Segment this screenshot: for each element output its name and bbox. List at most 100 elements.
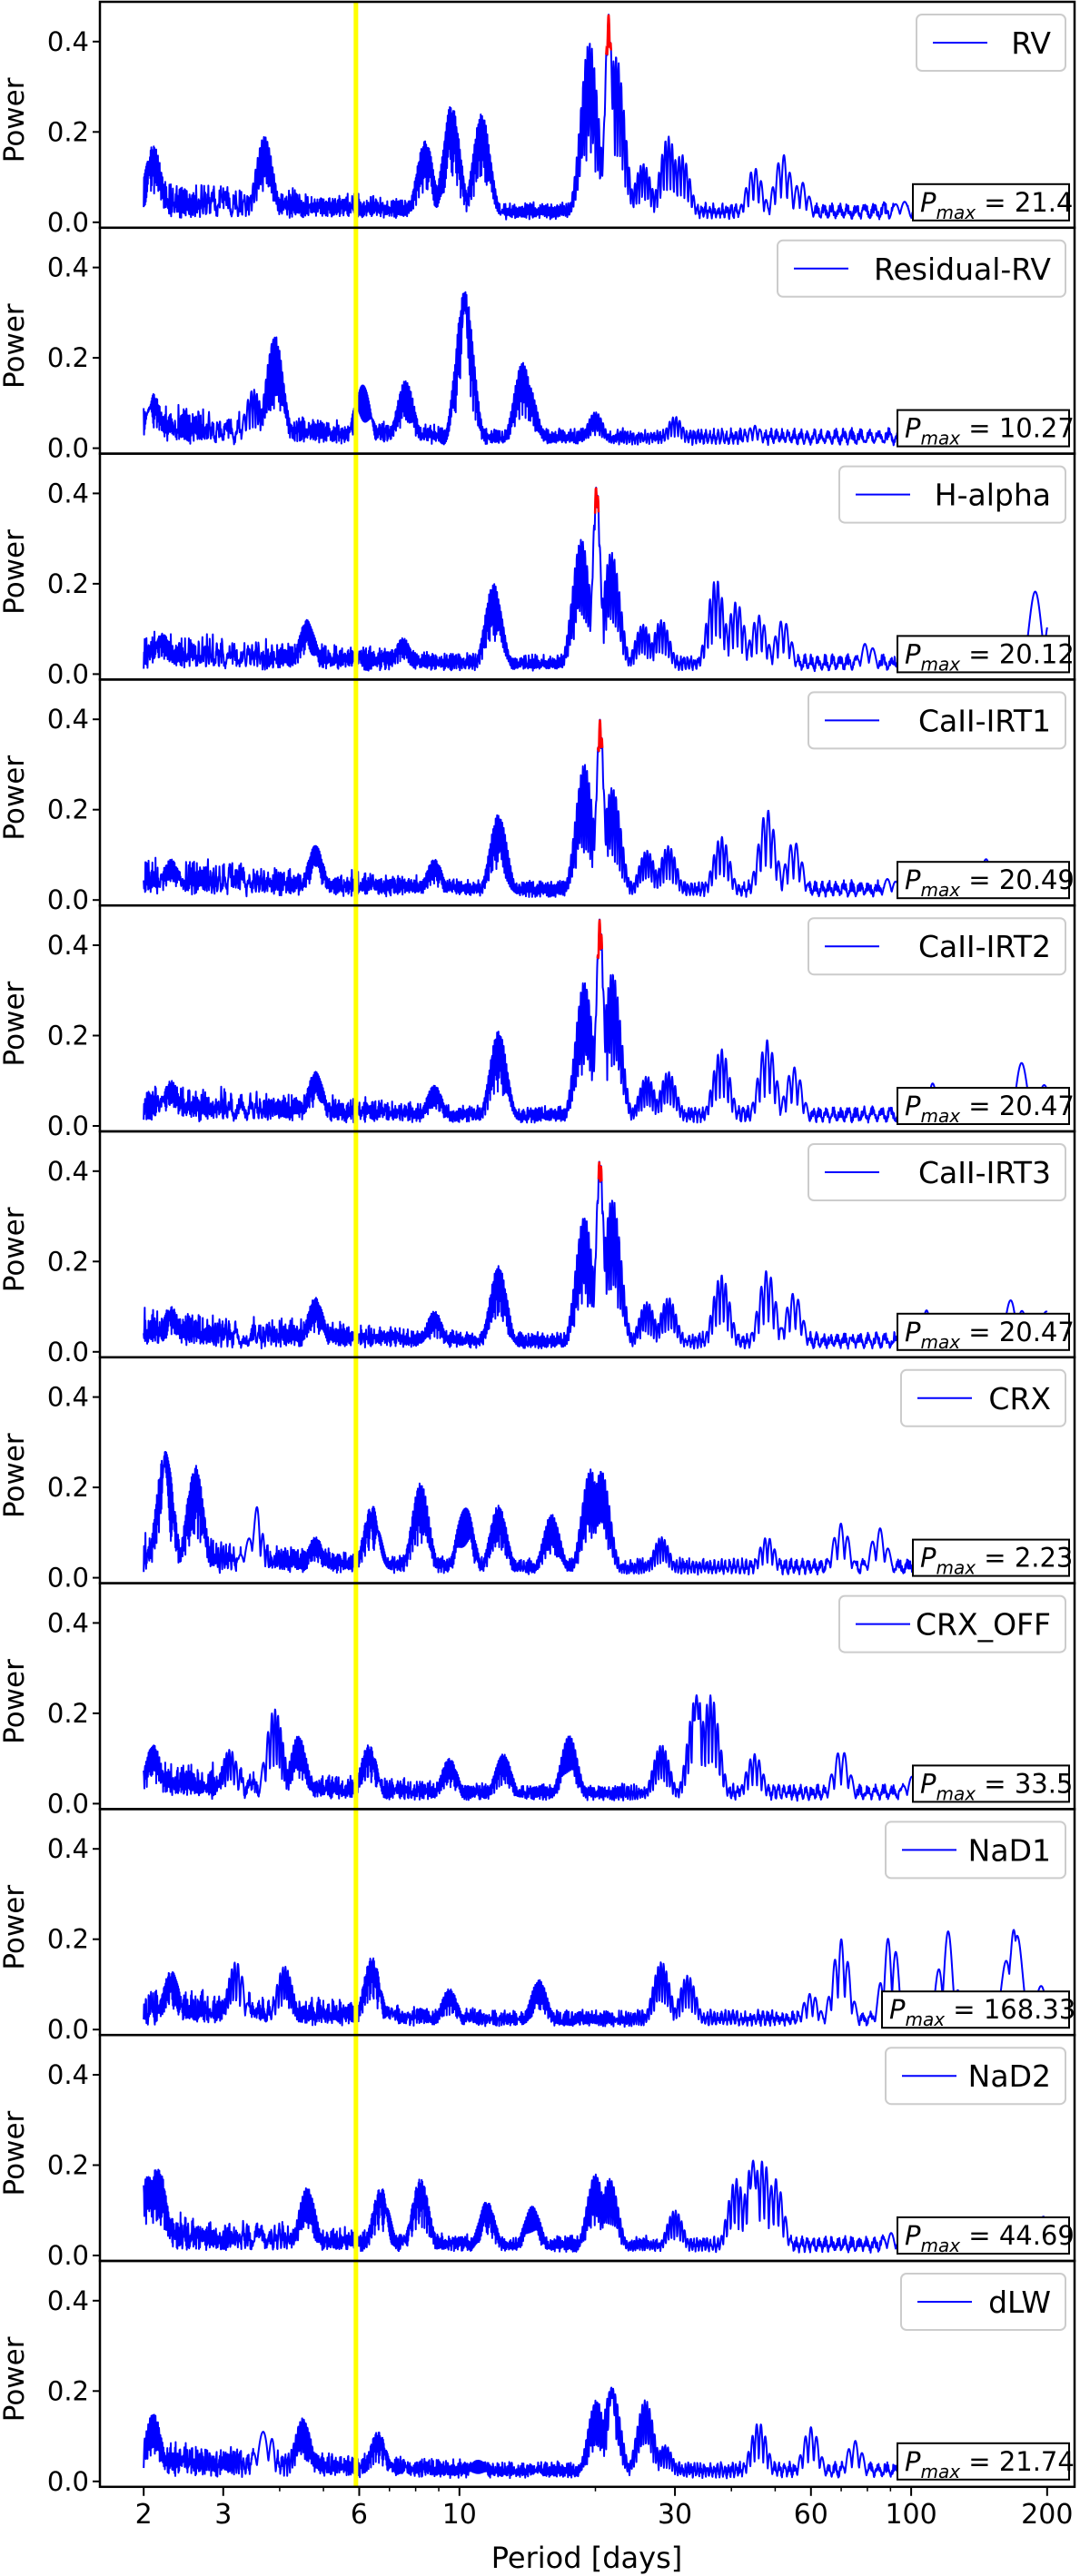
y-tick-label: 0.2: [47, 1472, 89, 1503]
pmax-box: [897, 2216, 1070, 2255]
y-tick-label: 0.4: [47, 1607, 89, 1638]
x-tick-label: 100: [885, 2499, 936, 2531]
panel-9: 0.0 0.2 0.4 Power NaD1 Pmax = 168.33: [0, 1821, 1075, 2045]
legend-box: [808, 691, 1066, 750]
y-tick-label: 0.0: [47, 1788, 89, 1819]
y-tick-label: 0.4: [47, 252, 89, 283]
pmax-box: [912, 1764, 1070, 1803]
legend-label: CaII-IRT1: [918, 703, 1051, 738]
panel-3: 0.0 0.2 0.4 Power H-alpha Pmax = 20.12: [0, 465, 1075, 689]
legend-box: [777, 239, 1066, 298]
x-axis-label: Period [days]: [491, 2541, 682, 2575]
y-tick-label: 0.4: [47, 26, 89, 57]
legend-box: [885, 2047, 1066, 2106]
y-tick-label: 0.2: [47, 2375, 89, 2406]
y-tick-label: 0.2: [47, 568, 89, 599]
max-peak-segment: [605, 15, 612, 55]
panel-5: 0.0 0.2 0.4 Power CaII-IRT2 Pmax = 20.47: [0, 917, 1075, 1141]
legend-label: CRX_OFF: [916, 1607, 1051, 1643]
y-axis-label: Power: [0, 529, 31, 615]
pmax-box: [897, 1312, 1070, 1351]
legend-label: NaD1: [968, 1832, 1051, 1868]
legend-label: CaII-IRT2: [918, 929, 1051, 964]
legend-label: H-alpha: [935, 478, 1051, 513]
y-axis-label: Power: [0, 77, 31, 163]
pmax-box: [897, 1087, 1070, 1125]
y-tick-label: 0.0: [47, 207, 89, 238]
y-tick-label: 0.0: [47, 884, 89, 915]
y-tick-label: 0.4: [47, 1833, 89, 1864]
y-axis-label: Power: [0, 2110, 31, 2196]
pmax-label: Pmax = 20.12: [905, 638, 1075, 675]
y-tick-label: 0.4: [47, 478, 89, 508]
y-tick-label: 0.4: [47, 1156, 89, 1187]
frames-layer: [98, 0, 1076, 2489]
max-peak-segment: [596, 919, 604, 959]
y-tick-label: 0.0: [47, 1337, 89, 1367]
legend-box: [808, 1143, 1066, 1201]
pmax-label: Pmax = 2.23: [920, 1543, 1073, 1579]
y-tick-label: 0.4: [47, 2285, 89, 2316]
power-series-line: [143, 14, 1048, 221]
panel-11: 0.0 0.2 0.4 Power dLW Pmax = 21.74: [0, 2273, 1075, 2497]
x-tick-label: 6: [351, 2499, 368, 2531]
y-tick-label: 0.2: [47, 342, 89, 373]
x-tick-label: 200: [1021, 2499, 1073, 2531]
x-tick-label: 3: [214, 2499, 232, 2531]
pmax-label: Pmax = 21.4: [920, 187, 1073, 223]
max-peak-segment: [593, 487, 600, 514]
panel-10: 0.0 0.2 0.4 Power NaD2 Pmax = 44.69: [0, 2047, 1075, 2271]
panel-1: 0.0 0.2 0.4 Power RV Pmax = 21.4: [0, 14, 1073, 238]
legend-label: CRX: [988, 1381, 1051, 1416]
y-tick-label: 0.2: [47, 2150, 89, 2181]
panel-4: 0.0 0.2 0.4 Power CaII-IRT1 Pmax = 20.49: [0, 691, 1075, 915]
legend-label: CaII-IRT3: [918, 1155, 1051, 1190]
legend-box: [838, 1594, 1066, 1653]
panel-6: 0.0 0.2 0.4 Power CaII-IRT3 Pmax = 20.47: [0, 1143, 1075, 1367]
y-tick-label: 0.4: [47, 2059, 89, 2090]
panel-8: 0.0 0.2 0.4 Power CRX_OFF Pmax = 33.5: [0, 1594, 1073, 1819]
y-tick-label: 0.4: [47, 704, 89, 735]
y-axis-label: Power: [0, 1433, 31, 1518]
y-tick-label: 0.0: [47, 1110, 89, 1141]
max-peak-segment: [596, 719, 604, 753]
power-series-line: [143, 1694, 1048, 1802]
y-tick-label: 0.0: [47, 658, 89, 689]
y-tick-label: 0.2: [47, 1021, 89, 1051]
y-axis-label: Power: [0, 2336, 31, 2422]
x-tick-label: 60: [794, 2499, 828, 2531]
y-tick-label: 0.0: [47, 1563, 89, 1594]
pmax-label: Pmax = 21.74: [905, 2446, 1075, 2482]
legend-box: [916, 14, 1066, 72]
legend-label: dLW: [988, 2285, 1051, 2320]
y-axis-label: Power: [0, 1885, 31, 1970]
pmax-label: Pmax = 10.27: [905, 413, 1075, 449]
pmax-label: Pmax = 44.69: [905, 2220, 1075, 2256]
y-tick-label: 0.2: [47, 1246, 89, 1277]
power-series-line: [143, 1929, 1048, 2028]
y-axis-label: Power: [0, 755, 31, 841]
x-tick-label: 10: [442, 2499, 477, 2531]
y-axis-label: Power: [0, 1659, 31, 1744]
y-tick-label: 0.0: [47, 2014, 89, 2045]
max-peak-segment: [597, 1161, 603, 1182]
legend-label: NaD2: [968, 2058, 1051, 2094]
pmax-label: Pmax = 33.5: [920, 1768, 1073, 1804]
legend-box: [900, 2273, 1066, 2331]
panel-2: 0.0 0.2 0.4 Power Residual-RV Pmax = 10.27: [0, 239, 1075, 464]
legend-box: [885, 1821, 1066, 1880]
x-axis: 2 3 6 10 30 60 100 200: [135, 2486, 1073, 2531]
legend-box: [808, 917, 1066, 976]
y-tick-label: 0.0: [47, 433, 89, 464]
pmax-box: [897, 635, 1070, 674]
pmax-box: [912, 1538, 1070, 1577]
panel-frame: [98, 2259, 1076, 2489]
pmax-box: [897, 2442, 1070, 2481]
legend-box: [900, 1368, 1066, 1427]
pmax-label: Pmax = 20.49: [905, 864, 1075, 901]
power-series-line: [143, 1451, 1048, 1576]
y-axis-label: Power: [0, 981, 31, 1066]
y-tick-label: 0.2: [47, 795, 89, 825]
panel-7: 0.0 0.2 0.4 Power CRX Pmax = 2.23: [0, 1368, 1073, 1594]
